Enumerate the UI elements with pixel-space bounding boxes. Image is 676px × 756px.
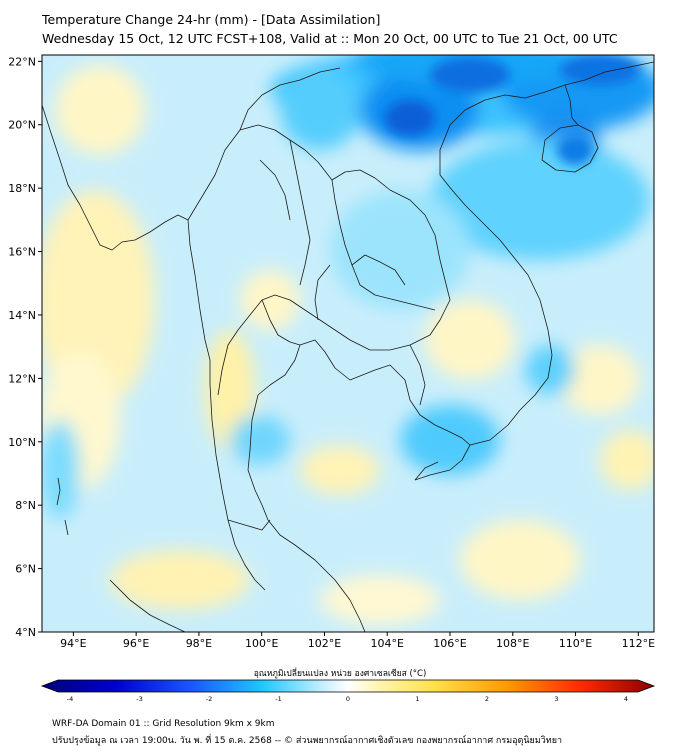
lon-tick-label: 106°E	[433, 637, 466, 650]
colorbar-tick-label: 3	[554, 695, 558, 703]
lat-tick-label: 10°N	[8, 436, 36, 449]
colorbar	[40, 679, 656, 693]
colorbar-tick-label: -3	[136, 695, 142, 703]
colorbar-tick-label: -4	[67, 695, 73, 703]
lat-axis: 4°N 6°N 8°N 10°N 12°N 14°N 16°N 18°N 20°N 22°N	[8, 55, 42, 639]
map-frame	[41, 54, 655, 633]
lon-axis: 94°E 96°E 98°E 100°E 102°E 104°E 106°E 108°E 110…	[60, 632, 655, 650]
lon-tick-label: 98°E	[186, 637, 212, 650]
lat-tick-label: 6°N	[15, 563, 36, 576]
lon-tick-label: 110°E	[559, 637, 592, 650]
colorbar-tick-label: -2	[206, 695, 212, 703]
lat-tick-label: 20°N	[8, 119, 36, 132]
lat-tick-label: 16°N	[8, 246, 36, 259]
colorbar-label: อุณหภูมิเปลี่ยนแปลง หน่วย องศาเซลเซียส (…	[254, 667, 427, 679]
colorbar-tick-label: -1	[275, 695, 281, 703]
lon-tick-label: 112°E	[622, 637, 655, 650]
colorbar-tick-label: 4	[624, 695, 628, 703]
lon-tick-label: 100°E	[245, 637, 278, 650]
lat-tick-label: 22°N	[8, 55, 36, 68]
lat-tick-label: 14°N	[8, 309, 36, 322]
lon-tick-label: 108°E	[496, 637, 529, 650]
lat-tick-label: 8°N	[15, 499, 36, 512]
lat-tick-label: 12°N	[8, 372, 36, 385]
colorbar-tick-label: 1	[415, 695, 419, 703]
lon-tick-label: 96°E	[123, 637, 149, 650]
lon-tick-label: 102°E	[308, 637, 341, 650]
lat-tick-label: 18°N	[8, 182, 36, 195]
map-subtitle: Wednesday 15 Oct, 12 UTC FCST+108, Valid…	[42, 31, 618, 46]
footer-domain-info: WRF-DA Domain 01 :: Grid Resolution 9km …	[52, 719, 275, 729]
colorbar-tick-label: 0	[346, 695, 350, 703]
map-title: Temperature Change 24-hr (mm) - [Data As…	[42, 12, 381, 27]
colorbar-tick-label: 2	[485, 695, 489, 703]
lat-tick-label: 4°N	[15, 626, 36, 639]
lon-tick-label: 104°E	[371, 637, 404, 650]
coastline-borders	[42, 61, 654, 632]
footer-credit: ปรับปรุงข้อมูล ณ เวลา 19:00น. วัน พ. ที่…	[52, 736, 563, 746]
temperature-field	[42, 55, 654, 632]
lon-tick-label: 94°E	[60, 637, 86, 650]
colorbar-ticks: -4 -3 -2 -1 0 1 2 3 4	[67, 695, 628, 703]
